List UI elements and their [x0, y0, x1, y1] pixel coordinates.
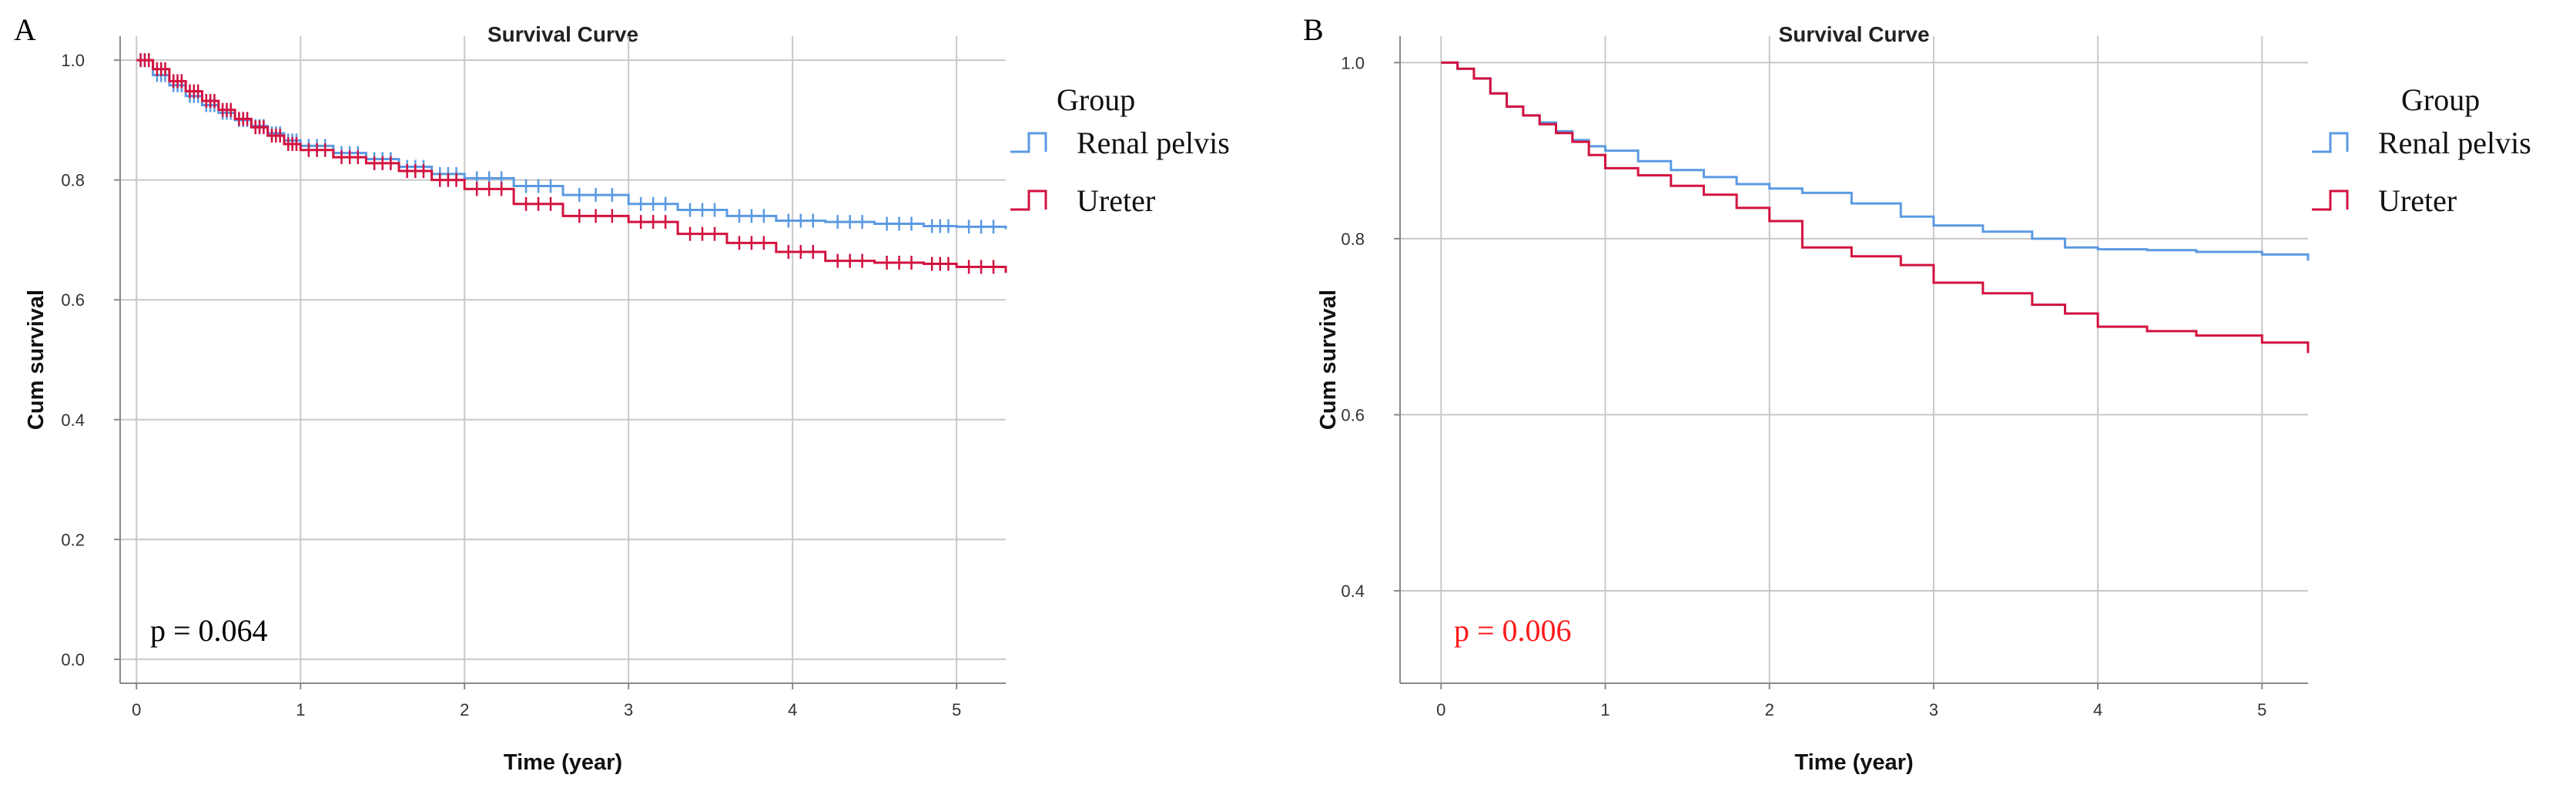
legend-swatch-renal-pelvis-b [2312, 132, 2349, 153]
x-axis-label-b: Time (year) [1794, 750, 1913, 775]
panel-letter-b: B [1303, 12, 1324, 47]
x-tick-label-a: 4 [788, 700, 797, 719]
y-tick-label-a: 1.0 [61, 51, 85, 70]
panel-b: B Survival Curve 0 1 2 3 4 5 0.4 0.6 0.8 1.0 Time (y… [1303, 12, 2531, 775]
series-line-ureter-b [1441, 61, 2310, 354]
y-tick-label-b: 0.8 [1341, 230, 1365, 249]
x-tick-label-a: 2 [460, 700, 469, 719]
y-tick-label-a: 0.4 [61, 411, 85, 430]
series-line-ureter-a [136, 59, 1007, 273]
x-tick-label-b: 5 [2257, 700, 2266, 719]
legend-title-a: Group [1057, 82, 1135, 117]
panel-a: A Survival Curve 0 1 2 3 4 5 0.0 0.2 0.4 0.6 0.8 1.0 T… [14, 12, 1230, 775]
x-tick-label-b: 4 [2093, 700, 2102, 719]
x-tick-label-b: 3 [1929, 700, 1938, 719]
x-tick-label-a: 5 [952, 700, 961, 719]
legend-swatch-renal-pelvis-a [1010, 132, 1047, 153]
x-tick-label-a: 1 [296, 700, 305, 719]
legend-label-ureter-b: Ureter [2378, 183, 2457, 218]
panel-letter-a: A [14, 12, 36, 47]
x-tick-label-b: 1 [1600, 700, 1610, 719]
x-axis-label-a: Time (year) [504, 750, 622, 775]
legend-swatch-ureter-a [1010, 189, 1047, 211]
p-value-a: p = 0.064 [150, 613, 268, 648]
p-value-b: p = 0.006 [1454, 613, 1572, 648]
legend-label-renal-pelvis-b: Renal pelvis [2378, 126, 2531, 160]
legend-label-ureter-a: Ureter [1077, 183, 1155, 218]
y-tick-label-a: 0.2 [61, 530, 85, 549]
y-tick-label-b: 0.4 [1341, 582, 1365, 601]
y-tick-label-a: 0.6 [61, 290, 85, 310]
y-tick-label-b: 0.6 [1341, 405, 1365, 424]
chart-title-b: Survival Curve [1778, 22, 1929, 46]
chart-title-a: Survival Curve [487, 22, 638, 46]
y-tick-label-a: 0.0 [61, 650, 85, 669]
legend-swatch-ureter-b [2312, 189, 2349, 211]
y-tick-label-b: 1.0 [1341, 53, 1365, 72]
x-tick-label-b: 2 [1765, 700, 1774, 719]
x-tick-label-b: 0 [1436, 700, 1445, 719]
y-axis-label-a: Cum survival [24, 290, 49, 430]
x-tick-label-a: 0 [132, 700, 141, 719]
y-axis-label-b: Cum survival [1316, 290, 1341, 430]
y-tick-label-a: 0.8 [61, 171, 85, 190]
x-tick-label-a: 3 [624, 700, 633, 719]
legend-label-renal-pelvis-a: Renal pelvis [1077, 126, 1230, 160]
legend-title-b: Group [2401, 82, 2480, 117]
